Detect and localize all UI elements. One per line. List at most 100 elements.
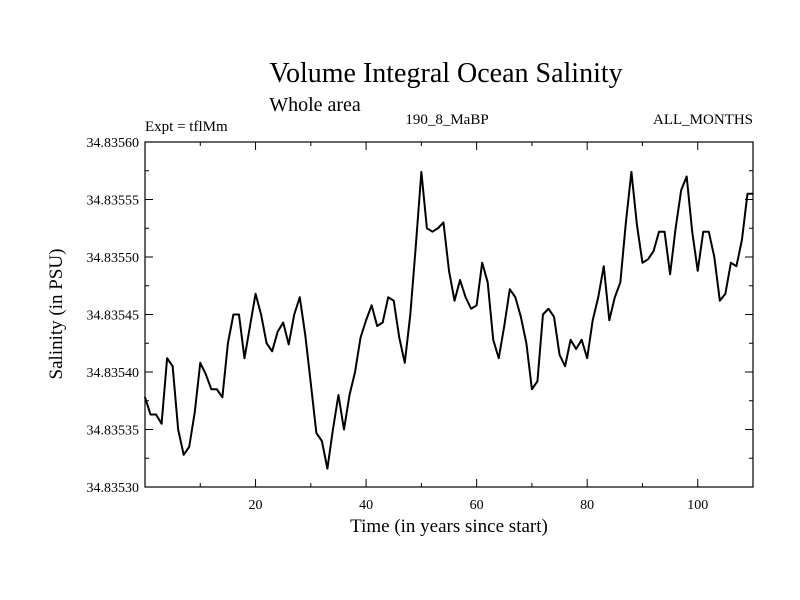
data-point [735,265,738,268]
data-point [282,321,284,324]
data-point [370,304,373,307]
data-point [171,365,174,368]
data-point [492,339,495,341]
data-point [459,279,461,281]
data-point [348,394,351,396]
x-tick-label: 60 [470,498,484,513]
data-point [558,353,561,356]
data-point [663,230,666,233]
data-point [249,325,251,327]
data-point [625,221,627,224]
data-point [304,334,307,337]
data-point [232,313,235,316]
data-point [525,342,528,345]
data-point [719,299,721,302]
data-point [376,325,378,327]
data-point [437,227,439,230]
data-point [359,336,362,339]
y-tick-label: 34.83540 [87,366,140,381]
data-point [227,342,229,345]
data-point [464,296,467,299]
data-point [415,244,417,247]
data-point [685,175,688,178]
y-tick-label: 34.83550 [87,251,140,266]
data-point [470,307,472,310]
data-point [497,357,500,360]
x-tick-label: 40 [359,498,373,513]
data-point [475,304,478,307]
data-point [332,428,334,431]
y-axis-label: Salinity (in PSU) [46,249,67,380]
data-point [260,313,262,316]
data-point [724,293,727,295]
data-point [619,281,622,284]
data-point [520,316,522,318]
data-point [144,396,146,399]
data-point [597,296,600,299]
data-point [321,440,323,442]
data-point [752,192,754,195]
period-label: ALL_MONTHS [653,112,753,128]
data-point [221,396,224,399]
data-point [503,325,506,327]
data-point [182,454,185,456]
data-point [155,413,157,416]
data-point [343,428,345,431]
data-point [746,192,749,195]
data-point [365,319,367,322]
data-point [315,432,318,434]
data-point [602,265,605,268]
data-point [387,296,390,299]
data-point [149,413,152,416]
data-point [713,256,716,258]
data-point [636,224,638,226]
data-point [674,227,677,230]
y-tick-label: 34.83530 [87,481,140,496]
data-point [669,273,671,276]
data-point [265,342,268,345]
data-point [647,258,649,261]
data-point [575,348,577,350]
data-point [608,319,611,322]
tick-marks [145,141,753,488]
data-point [741,238,743,241]
data-point [238,313,240,316]
data-point [337,394,340,396]
data-point [680,189,682,192]
y-tick-labels: 34.83530 34.83535 34.83540 34.83545 34.83550… [87,136,140,496]
data-point [216,388,218,391]
experiment-label: Expt = tflMm [145,119,228,135]
data-point [199,362,202,364]
y-tick-label: 34.83560 [87,136,140,151]
data-point [310,382,312,385]
data-point [641,261,644,264]
data-point [542,313,544,316]
data-point [381,321,384,324]
x-axis-label: Time (in years since start) [350,516,548,537]
data-point [553,316,555,318]
data-point [531,388,533,391]
data-point [509,288,511,291]
data-point [547,307,550,310]
data-point [730,261,732,264]
data-point [486,281,489,284]
data-point [536,380,539,383]
data-point [448,270,450,272]
data-point [420,171,423,173]
data-point [696,270,699,272]
data-point [354,371,356,373]
chart-subtitle: Whole area [269,94,361,116]
data-point [630,171,633,173]
data-point [403,362,406,364]
data-point [276,330,279,333]
data-point [431,230,434,233]
data-point [658,230,660,233]
data-point [426,227,428,230]
data-point [481,261,483,264]
data-point [453,299,456,302]
y-tick-label: 34.83555 [87,194,140,209]
data-point [442,221,445,224]
data-point [514,296,517,299]
data-point [564,365,566,368]
